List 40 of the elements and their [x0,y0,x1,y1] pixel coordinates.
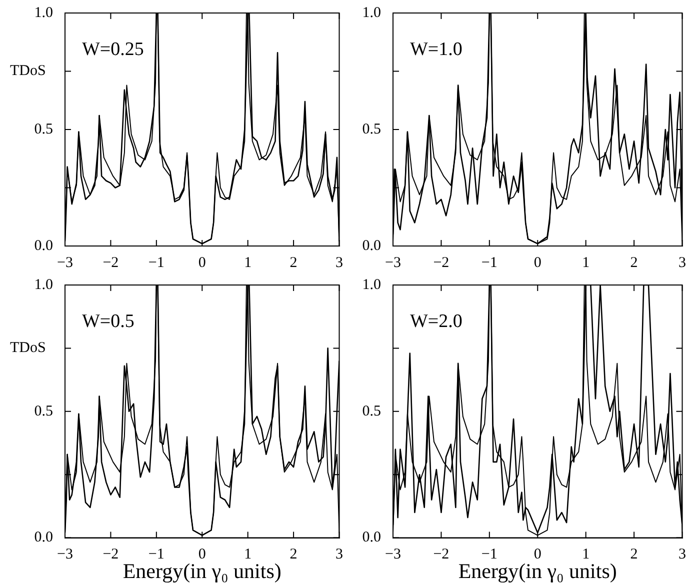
x-tick-label: 0 [534,254,542,271]
x-tick-label: −2 [102,546,119,563]
x-tick-label: −3 [385,254,401,271]
x-tick-label: 2 [630,546,638,563]
y-tick-label: 0.0 [362,530,381,546]
x-tick-label: −1 [148,254,164,271]
x-tick-label: −3 [385,546,401,563]
y-tick-label: 0.0 [34,238,53,254]
x-tick-label: 1 [244,254,252,271]
x-tick-label: 0 [198,254,206,271]
x-tick-label: 1 [582,254,590,271]
x-tick-label: 2 [290,546,298,563]
y-tick-label: 0.5 [34,403,53,420]
x-tick-label: −2 [433,254,450,271]
x-tick-label: 2 [290,254,298,271]
x-tick-label: 3 [336,546,343,563]
y-tick-label: 0.5 [34,121,53,138]
annotation: W=0.25 [82,38,144,60]
y-tick-label: 0.5 [362,403,381,420]
y-tick-label: 1.0 [362,4,381,21]
y-tick-label: 1.0 [34,4,53,21]
y-tick-label: 1.0 [362,276,381,293]
x-tick-label: −2 [433,546,450,563]
y-tick-label: 1.0 [34,276,53,293]
annotation: W=0.5 [82,310,134,332]
y-axis-title: TDoS [10,63,46,80]
annotation: W=1.0 [410,38,462,60]
x-tick-label: −1 [481,254,498,271]
y-axis-title: TDoS [10,340,46,356]
y-tick-label: 0.0 [362,238,381,254]
x-tick-label: −3 [57,254,73,271]
x-tick-label: 2 [630,254,638,271]
x-tick-label: 3 [678,254,686,271]
x-tick-label: −3 [57,546,73,563]
y-tick-label: 0.0 [34,530,53,546]
x-tick-label: −2 [102,254,119,271]
y-tick-label: 0.5 [362,121,381,138]
annotation: W=2.0 [410,310,462,332]
x-tick-label: 3 [336,254,343,271]
x-tick-label: 3 [678,546,686,563]
